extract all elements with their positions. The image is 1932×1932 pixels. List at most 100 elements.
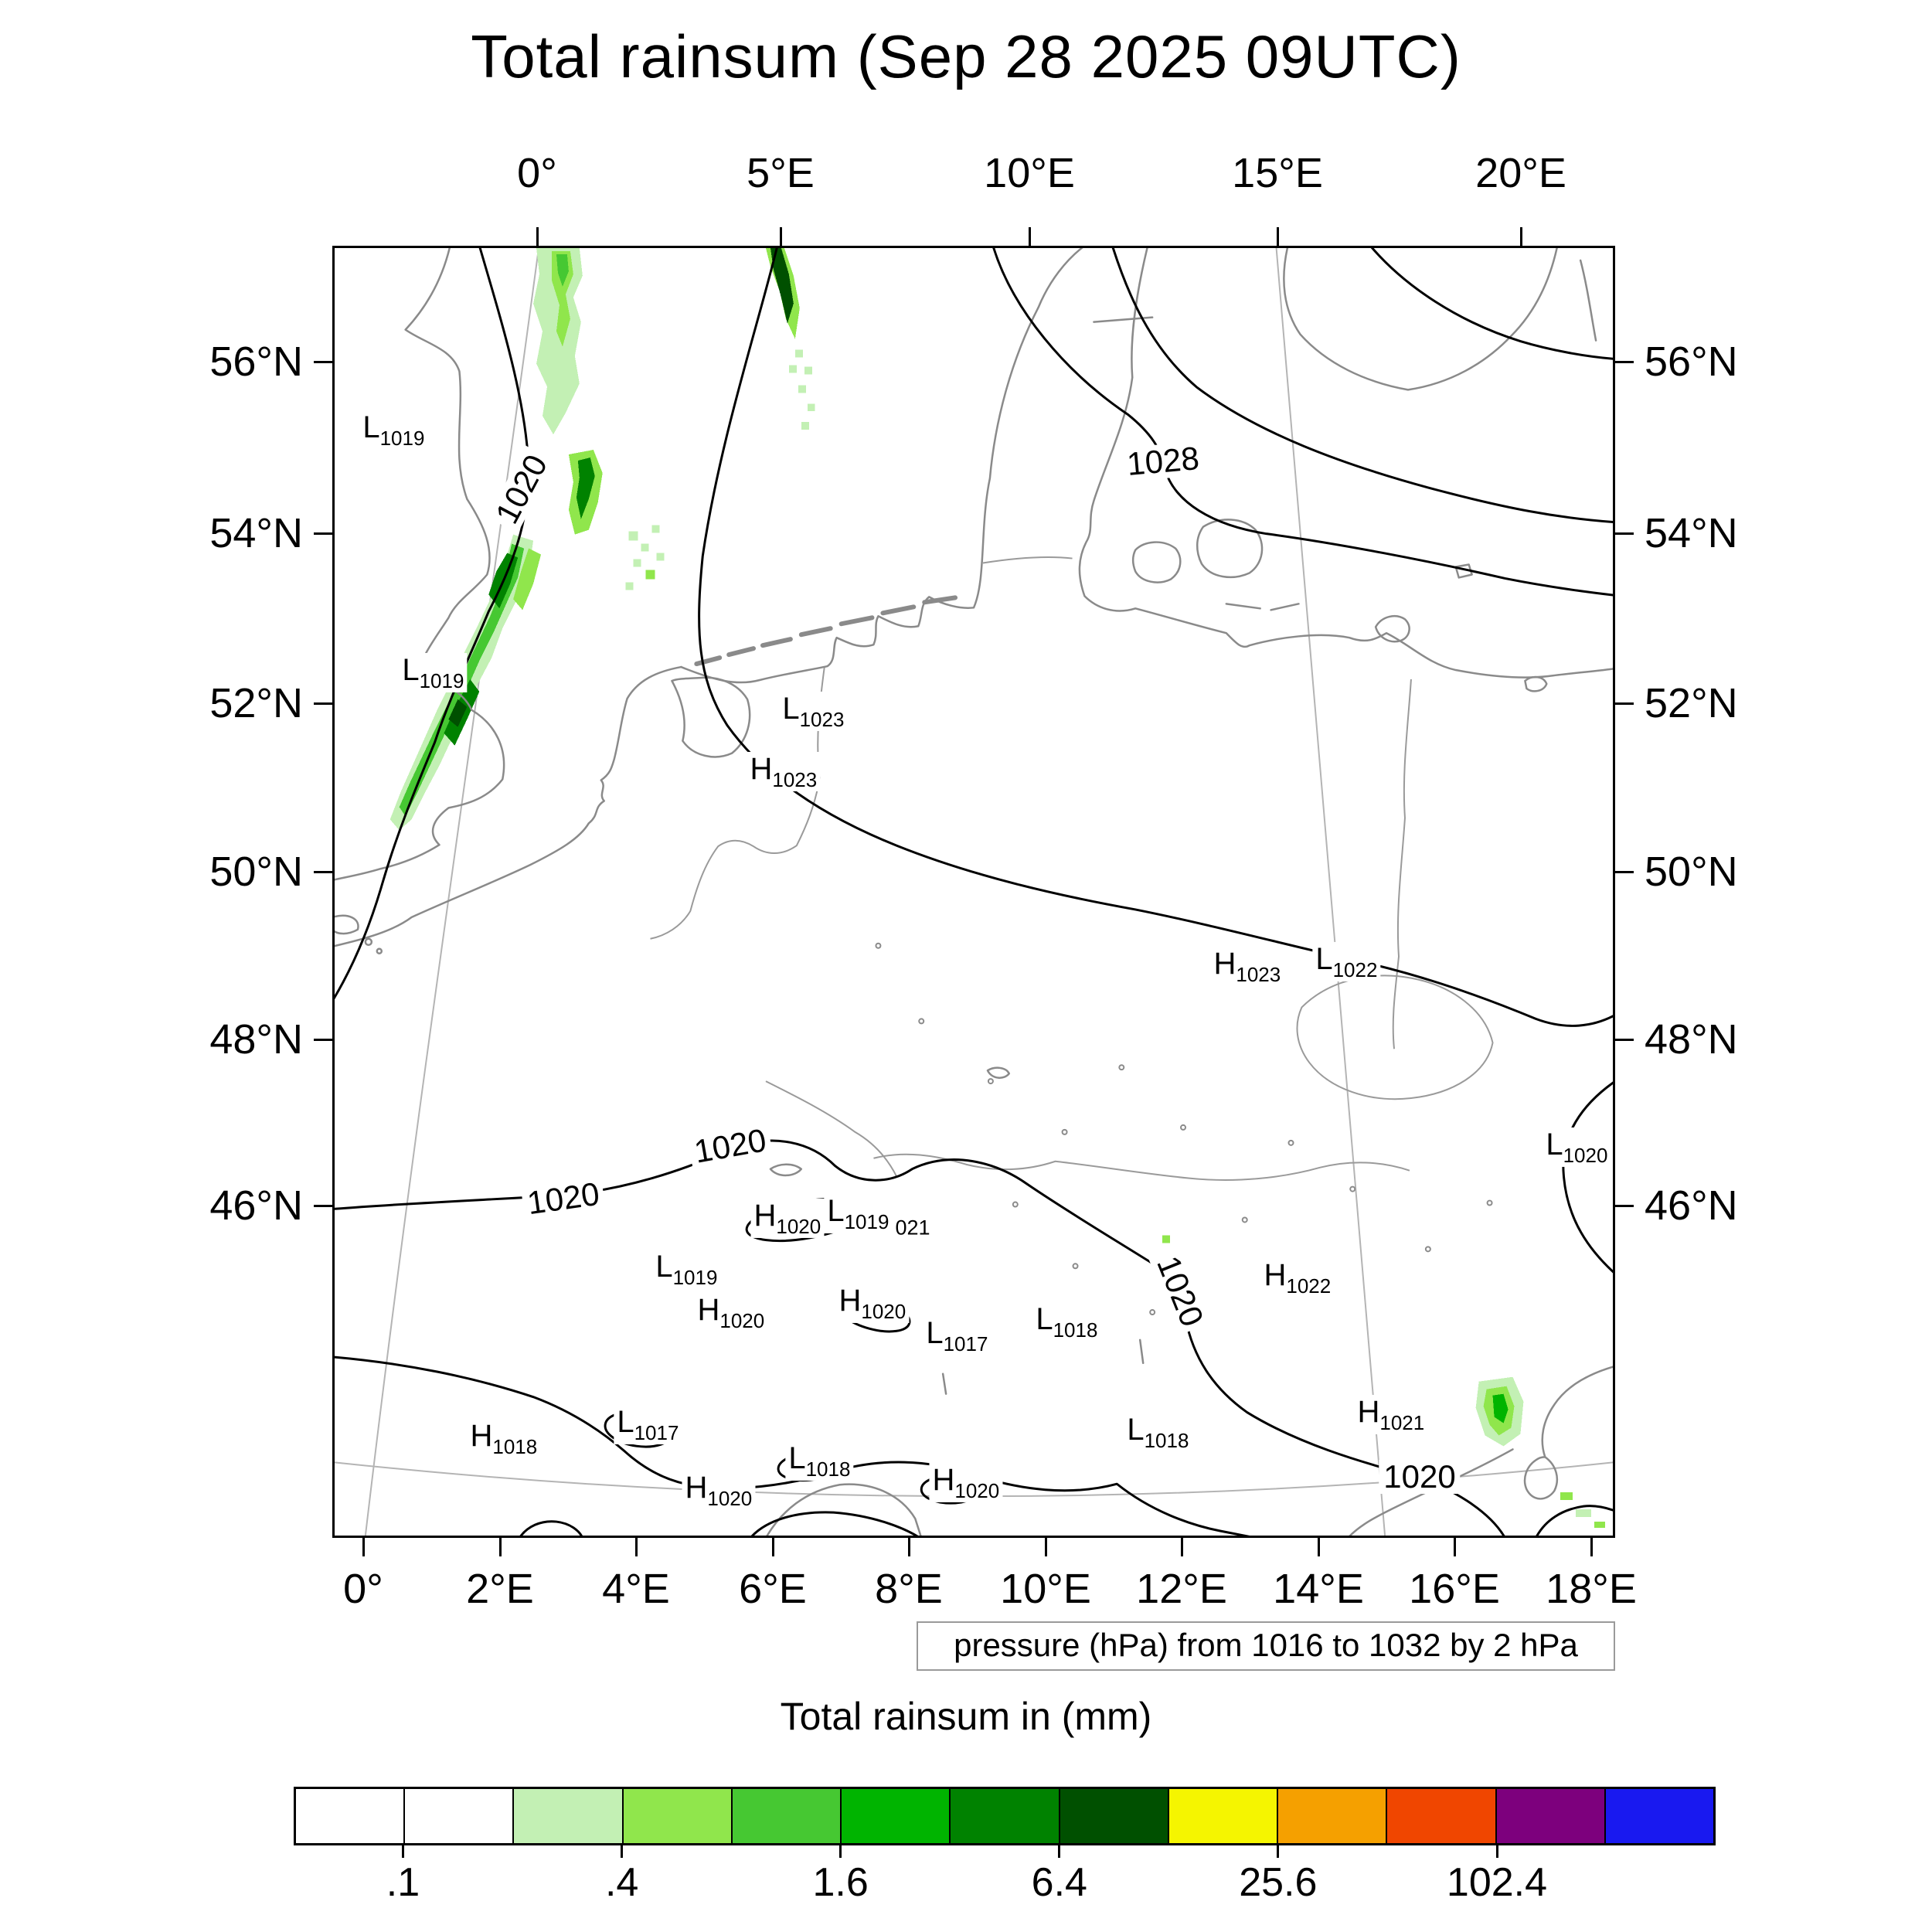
axis-tick-right — [1615, 702, 1634, 705]
colorbar-tick-label: .4 — [604, 1860, 639, 1905]
coast-adriatic-ne — [1541, 1366, 1613, 1458]
coast-venice — [1349, 1448, 1514, 1536]
pressure-high-label: H1023 — [1210, 946, 1284, 986]
contour-label: 1020 — [687, 1121, 774, 1170]
colorbar-segment — [1495, 1789, 1604, 1843]
lake-ijsselmeer — [671, 676, 751, 758]
lagoon-szczecin — [1524, 675, 1548, 692]
axis-label-bottom: 8°E — [875, 1566, 943, 1612]
colorbar-segment — [949, 1789, 1059, 1843]
axis-label-right: 56°N — [1645, 338, 1738, 385]
colorbar-tick — [839, 1845, 842, 1858]
colorbar-segment — [730, 1789, 841, 1843]
page-title: Total rainsum (Sep 28 2025 09UTC) — [471, 22, 1461, 90]
island-funen — [1132, 541, 1182, 583]
axis-label-right: 54°N — [1645, 510, 1738, 556]
axis-tick-left — [314, 870, 332, 873]
wadden-islands — [694, 595, 958, 667]
contour-1020-west — [335, 248, 530, 1000]
colorbar-segment — [1277, 1789, 1386, 1843]
axis-label-bottom: 10°E — [1000, 1566, 1091, 1612]
coast-normandy — [335, 914, 359, 935]
axis-tick-top — [1519, 227, 1522, 246]
pressure-high-label: H1020 — [694, 1292, 768, 1332]
axis-label-top: 0° — [517, 150, 557, 196]
axis-tick-bottom — [771, 1538, 774, 1556]
axis-label-bottom: 6°E — [739, 1566, 807, 1612]
axis-tick-right — [1615, 1038, 1634, 1041]
axis-label-top: 5°E — [747, 150, 815, 196]
colorbar-tick-label: .1 — [386, 1860, 420, 1905]
axis-tick-top — [1276, 227, 1279, 246]
axis-label-right: 52°N — [1645, 680, 1738, 726]
axis-label-top: 20°E — [1475, 150, 1566, 196]
island-bornholm — [1454, 563, 1473, 579]
pressure-low-label: L1019 — [359, 410, 428, 450]
axis-tick-bottom — [1044, 1538, 1047, 1556]
pressure-legend-note: pressure (hPa) from 1016 to 1032 by 2 hP… — [917, 1621, 1615, 1671]
axis-label-bottom: 18°E — [1546, 1566, 1637, 1612]
axis-label-right: 48°N — [1645, 1016, 1738, 1063]
pressure-low-label: L1019 — [399, 652, 468, 692]
axis-tick-bottom — [1180, 1538, 1183, 1556]
lake-geneva — [769, 1163, 803, 1177]
pressure-high-label: H1023 — [747, 751, 821, 791]
axis-tick-right — [1615, 532, 1634, 535]
pressure-low-label: L1018 — [1032, 1301, 1101, 1342]
contour-label: 1020 — [1148, 1247, 1212, 1336]
colorbar-tick-label: 6.4 — [1031, 1860, 1087, 1905]
axis-tick-bottom — [1453, 1538, 1456, 1556]
pressure-label-layer: L1019 L1019 L1023 H1023 H1023 L1022 L1020 H1020… — [335, 248, 1613, 1536]
contour-label: 1028 — [1121, 440, 1206, 482]
colorbar-segment — [1167, 1789, 1277, 1843]
pressure-high-label: H1022 — [1260, 1257, 1335, 1298]
pressure-low-label: L1018 — [785, 1440, 854, 1481]
pressure-low-label: L1023 — [779, 691, 848, 731]
contour-1020-south — [335, 1139, 1505, 1536]
coast-german-bight-jutland-west — [680, 248, 1083, 684]
meridian-0E — [364, 248, 540, 1536]
axis-label-left: 52°N — [209, 680, 303, 726]
pressure-high-label: H1020 — [835, 1283, 910, 1323]
colorbar-tick-label: 1.6 — [812, 1860, 869, 1905]
axis-tick-bottom — [498, 1538, 502, 1556]
axis-tick-bottom — [1317, 1538, 1320, 1556]
pressure-high-label: H1021 — [1354, 1394, 1428, 1434]
pressure-low-label: L1018 — [1124, 1412, 1192, 1452]
colorbar-segment — [1604, 1789, 1714, 1843]
colorbar-segment — [1058, 1789, 1168, 1843]
axis-label-right: 46°N — [1645, 1182, 1738, 1229]
axis-tick-top — [779, 227, 782, 246]
contour-1030 — [1370, 248, 1613, 360]
coast-sweden-south — [1283, 248, 1558, 391]
colorbar-segment — [840, 1789, 950, 1843]
colorbar-title: Total rainsum in (mm) — [780, 1695, 1152, 1738]
pressure-low-label: L1019 — [824, 1193, 893, 1233]
istria — [1523, 1456, 1558, 1500]
axis-tick-left — [314, 1204, 332, 1207]
country-borders — [650, 556, 1494, 1181]
axis-label-left: 48°N — [209, 1016, 303, 1063]
colorbar-tick — [1058, 1845, 1061, 1858]
coast-france-north — [335, 665, 682, 947]
axis-label-left: 56°N — [209, 338, 303, 385]
axis-tick-left — [314, 1038, 332, 1041]
colorbar-segment — [1386, 1789, 1495, 1843]
colorbar-segment — [512, 1789, 622, 1843]
contour-1024-central — [698, 248, 1613, 1027]
axis-label-bottom: 16°E — [1409, 1566, 1500, 1612]
rain-colorbar — [294, 1787, 1716, 1845]
coast-jutland-east-baltic — [1078, 248, 1613, 679]
pressure-high-label: H1020 — [750, 1198, 825, 1238]
axis-tick-right — [1615, 1204, 1634, 1207]
axis-tick-bottom — [362, 1538, 365, 1556]
axis-label-bottom: 0° — [343, 1566, 383, 1612]
colorbar-segment — [621, 1789, 731, 1843]
lake-constance — [986, 1066, 1011, 1079]
pressure-high-label: H1020 — [929, 1462, 1003, 1502]
colorbar-tick — [1495, 1845, 1498, 1858]
axis-label-left: 50°N — [209, 849, 303, 895]
colorbar-tick-label: 25.6 — [1239, 1860, 1318, 1905]
island-ruegen — [1374, 614, 1410, 643]
axis-label-bottom: 12°E — [1136, 1566, 1227, 1612]
